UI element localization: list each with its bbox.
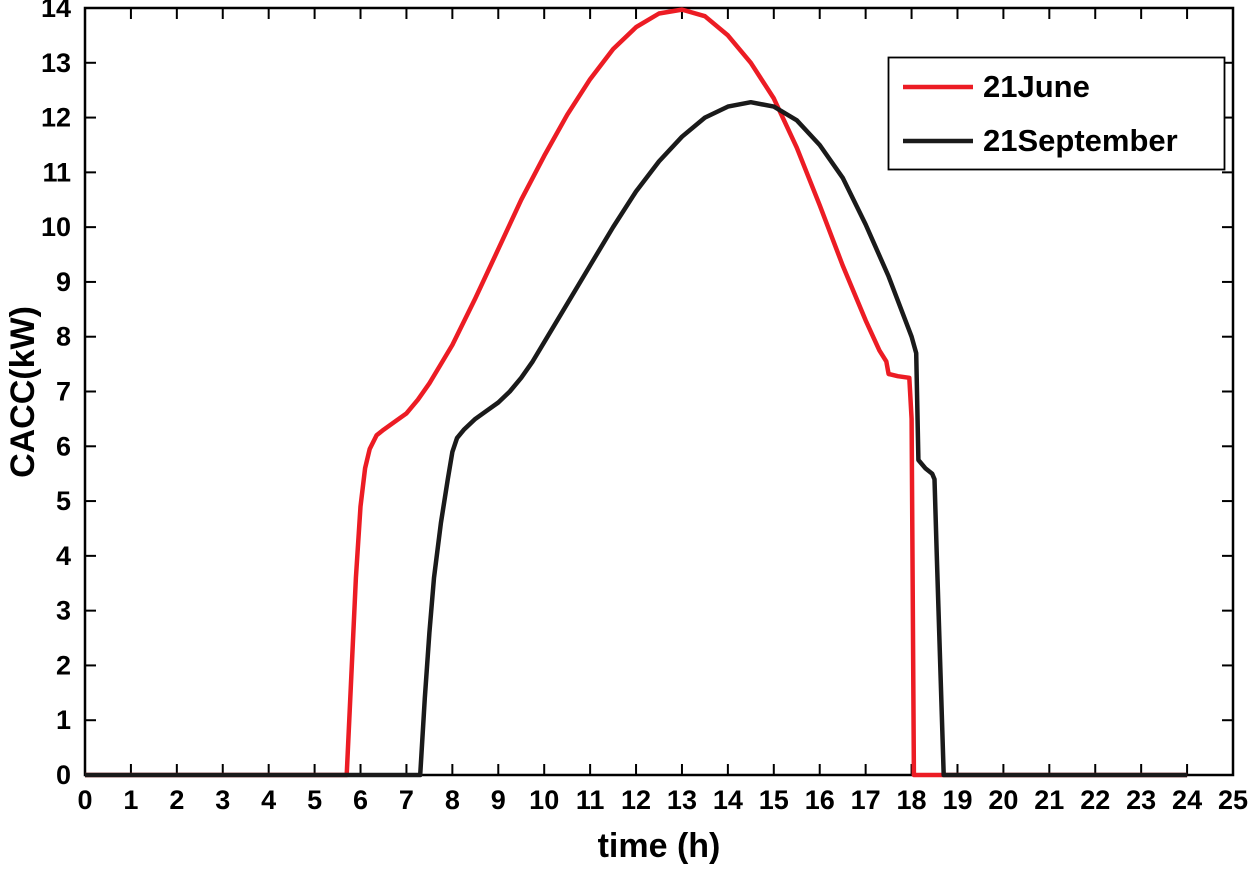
y-tick-label: 9: [56, 267, 71, 297]
x-tick-label: 7: [399, 785, 414, 815]
y-tick-label: 2: [56, 650, 71, 680]
x-tick-label: 16: [805, 785, 835, 815]
x-tick-label: 12: [621, 785, 651, 815]
y-tick-label: 6: [56, 431, 71, 461]
y-tick-label: 4: [56, 541, 71, 571]
y-axis-label: CACC(kW): [4, 306, 42, 478]
x-tick-label: 20: [988, 785, 1018, 815]
x-tick-label: 9: [491, 785, 506, 815]
y-tick-label: 14: [41, 0, 71, 23]
legend-box: [887, 56, 1226, 171]
x-tick-label: 15: [759, 785, 789, 815]
x-axis-label: time (h): [598, 827, 721, 865]
series-line-21june: [85, 7, 1188, 778]
x-tick-label: 11: [576, 785, 605, 815]
x-tick-label: 10: [529, 785, 559, 815]
x-tick-label: 4: [261, 785, 276, 815]
x-tick-label: 24: [1172, 785, 1202, 815]
y-tick-label: 11: [42, 157, 71, 187]
x-tick-label: 19: [942, 785, 972, 815]
x-tick-label: 22: [1080, 785, 1110, 815]
x-tick-label: 25: [1218, 785, 1248, 815]
x-tick-label: 23: [1126, 785, 1156, 815]
x-tick-label: 5: [307, 785, 322, 815]
legend-label-september: 21September: [983, 123, 1178, 158]
y-tick-label: 5: [56, 486, 71, 516]
x-tick-label: 13: [667, 785, 697, 815]
plot-area: 0 1 2 3 4 5 6 7 8 9 10 11 12 13 14 15 16 17 18 19 20 21 22 23 24…: [41, 0, 1248, 815]
y-tick-label: 8: [56, 322, 71, 352]
y-tick-label: 12: [41, 103, 71, 133]
series-line-21september: [85, 99, 1188, 778]
x-tick-label: 14: [713, 785, 743, 815]
y-tick-label: 10: [41, 212, 71, 242]
legend-label-june: 21June: [983, 69, 1090, 104]
x-tick-label: 21: [1034, 785, 1064, 815]
y-tick-label: 7: [56, 377, 71, 407]
x-tick-label: 3: [215, 785, 230, 815]
x-tick-label: 1: [123, 785, 138, 815]
y-tick-label: 1: [56, 705, 71, 735]
y-tick-label: 13: [41, 48, 71, 78]
x-tick-label: 8: [445, 785, 460, 815]
y-tick-label: 3: [56, 596, 71, 626]
legend: 21June 21September: [887, 56, 1226, 171]
x-tick-label: 0: [77, 785, 92, 815]
x-tick-label: 17: [851, 785, 881, 815]
x-tick-label: 18: [897, 785, 927, 815]
x-tick-label: 2: [169, 785, 184, 815]
y-tick-label: 0: [56, 760, 71, 790]
x-tick-label: 6: [353, 785, 368, 815]
